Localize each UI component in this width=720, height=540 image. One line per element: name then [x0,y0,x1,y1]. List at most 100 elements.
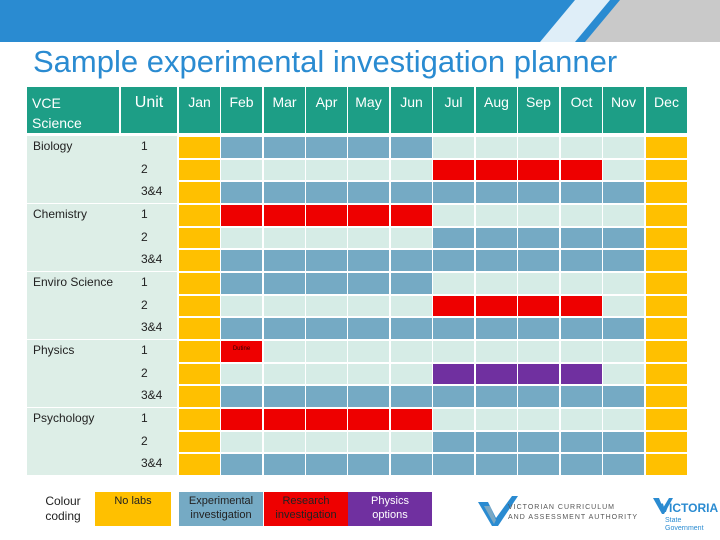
grid-cell [646,227,687,249]
unit-label: 2 [141,161,148,176]
grid-cell [391,250,432,271]
month-header-feb: Feb [221,87,262,133]
grid-cell [179,227,220,249]
subject-name: Enviro Science [33,275,114,289]
month-header-jan: Jan [179,87,220,133]
grid-cell [476,363,517,385]
month-header-jul: Jul [433,87,474,133]
grid-cell [433,409,474,430]
month-header-aug: Aug [476,87,517,133]
grid-cell [518,137,559,158]
grid-cell [433,159,474,181]
grid-cell [306,341,347,362]
month-label: Nov [611,94,636,110]
grid-cell [221,250,262,271]
month-label: Apr [315,94,338,110]
month-header-nov: Nov [603,87,644,133]
legend-title: Colour coding [45,494,81,523]
grid-cell [476,205,517,226]
legend-item: Experimental investigation [179,492,263,526]
grid-cell [433,341,474,362]
grid-cell [476,250,517,271]
grid-cell [391,227,432,249]
grid-cell [518,182,559,203]
grid-cell [221,137,262,158]
grid-cell [518,318,559,339]
unit-label: 1 [141,411,148,425]
grid-cell [264,318,305,339]
grid-cell [221,363,262,385]
grid-cell [221,295,262,317]
grid-cell [603,273,644,294]
legend-item: Physics options [348,492,432,526]
grid-cell [179,409,220,430]
vcaa-line2: AND ASSESSMENT AUTHORITY [508,514,639,521]
grid-cell [264,431,305,453]
grid-cell [646,431,687,453]
grid-cell [518,431,559,453]
grid-cell [348,250,389,271]
grid-cell [264,295,305,317]
grid-cell [518,409,559,430]
grid-cell [348,386,389,407]
unit-label: 3&4 [141,388,163,403]
grid-cell [433,182,474,203]
grid-cell [179,318,220,339]
grid-cell [348,431,389,453]
month-header-may: May [348,87,389,133]
grid-cell [476,341,517,362]
header-unit-label: Unit [134,94,164,111]
grid-cell [348,205,389,226]
grid-cell [306,295,347,317]
grid-cell [264,205,305,226]
legend-item-label: No labs [114,495,152,507]
grid-cell [306,409,347,430]
month-label: Dec [654,94,679,110]
grid-cell [306,137,347,158]
grid-cell [306,318,347,339]
grid-cell [561,137,602,158]
unit-label: 1 [141,275,148,289]
grid-cell [561,341,602,362]
grid-cell [603,182,644,203]
grid-cell [518,386,559,407]
grid-cell [391,205,432,226]
subject-name: Biology [33,139,73,153]
grid-cell [518,205,559,226]
grid-cell [221,205,262,226]
grid-cell [603,454,644,475]
grid-cell [348,341,389,362]
grid-cell [561,182,602,203]
grid-cell [179,454,220,475]
grid-cell [646,159,687,181]
legend-item: Research investigation [264,492,348,526]
grid-cell [561,318,602,339]
subject-name: Chemistry [33,207,88,221]
grid-cell [391,431,432,453]
grid-cell [221,409,262,430]
subject-block [27,408,177,475]
grid-cell [264,409,305,430]
grid-cell [476,386,517,407]
grid-cell [348,454,389,475]
month-label: Feb [229,94,254,110]
physics-note: Dutine [232,346,251,352]
grid-cell [603,409,644,430]
grid-cell [221,386,262,407]
grid-cell [264,159,305,181]
grid-cell [518,363,559,385]
legend-item-label: Research investigation [275,495,337,521]
grid-cell [561,409,602,430]
grid-cell [391,386,432,407]
unit-label: 3&4 [141,456,163,471]
grid-cell [433,250,474,271]
month-label: Sep [526,94,551,110]
subject-block [27,204,177,271]
grid-cell [264,341,305,362]
grid-cell [264,250,305,271]
grid-cell [348,159,389,181]
victoria-sub2: Government [665,525,704,532]
victoria-main: VICTORIA [661,501,719,515]
grid-cell [179,386,220,407]
grid-cell [391,341,432,362]
